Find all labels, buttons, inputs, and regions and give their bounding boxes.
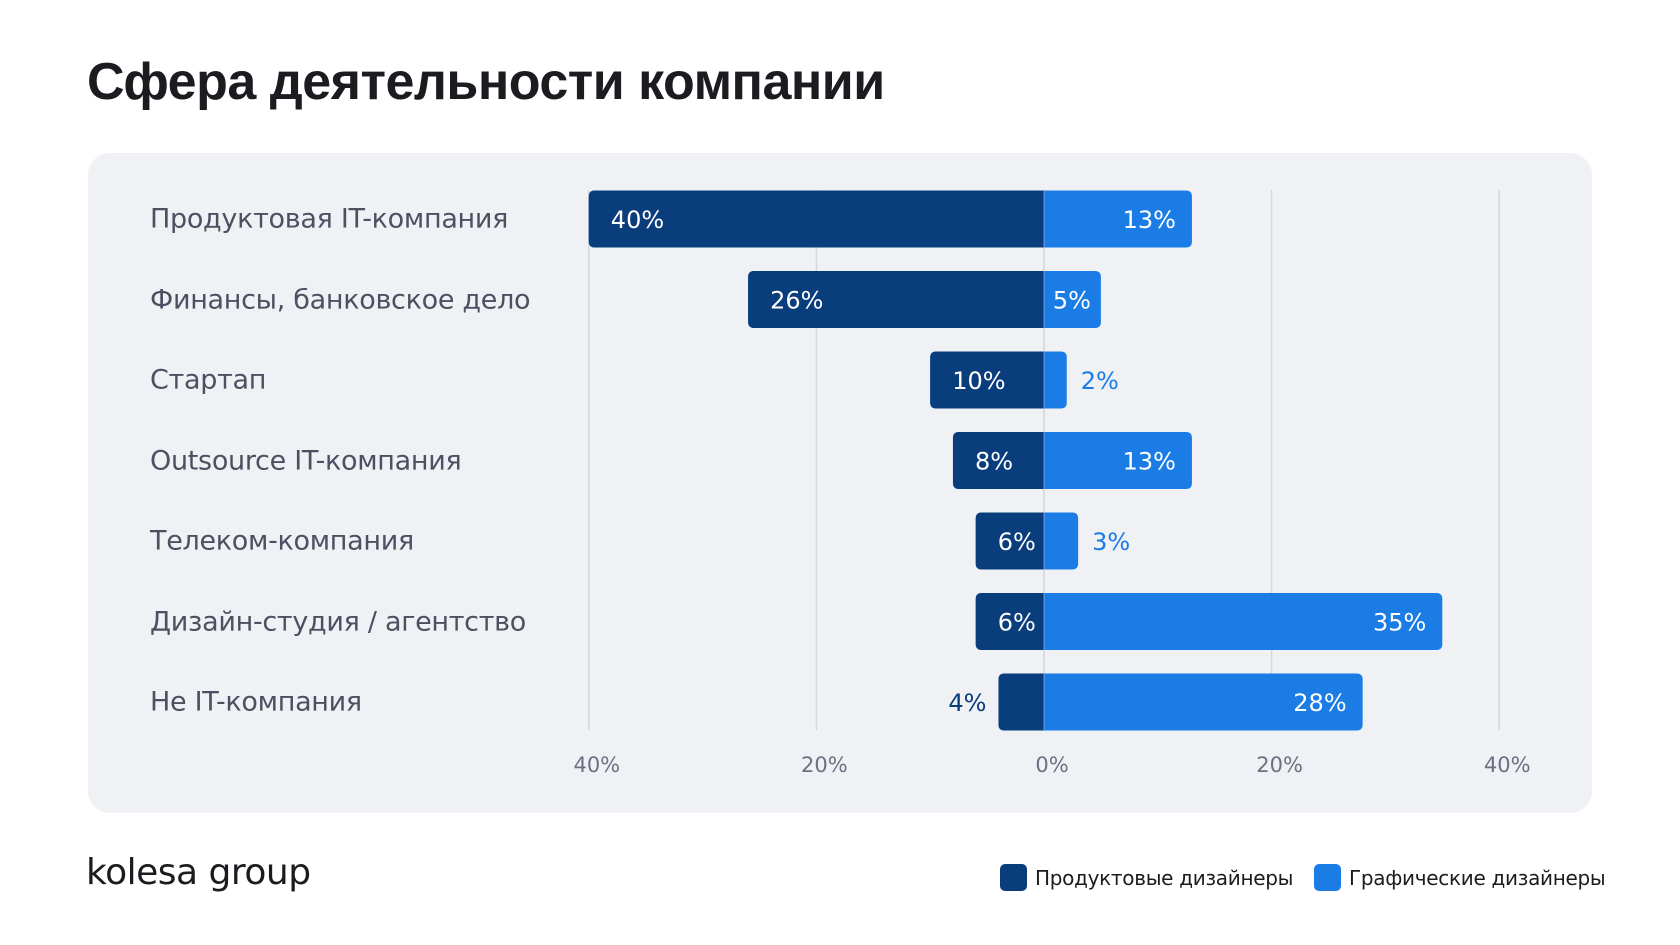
- legend-label-graphic: Графические дизайнеры: [1349, 865, 1606, 890]
- kolesa-group-logo: kolesa group: [86, 852, 311, 893]
- x-tick-label: 40%: [1484, 753, 1531, 777]
- legend-item-product: Продуктовые дизайнеры: [1000, 864, 1293, 891]
- legend-label-product: Продуктовые дизайнеры: [1035, 865, 1294, 890]
- category-label: Стартап: [150, 364, 267, 396]
- bar-label-product: 8%: [975, 448, 1013, 476]
- category-label: Телеком-компания: [150, 525, 414, 557]
- x-tick-label: 20%: [1256, 753, 1303, 777]
- bar-label-product: 10%: [952, 367, 1005, 395]
- bar-label-product: 6%: [998, 528, 1036, 556]
- x-tick-label: 40%: [573, 753, 620, 777]
- bar-labels: 40% 13% 26% 5% 10% 2% 8% 13% 6% 3% 6% 35% 4% 28%: [611, 190, 1426, 730]
- bars: [588, 190, 1443, 731]
- x-axis-ticks: 40% 20% 0% 20% 40%: [573, 753, 1530, 777]
- bar-product: [930, 351, 1044, 409]
- category-label: Не IT-компания: [150, 686, 362, 718]
- bar-label-graphic: 2%: [1081, 367, 1119, 395]
- legend-swatch-product: [1000, 864, 1027, 891]
- bar-graphic: [975, 593, 1443, 650]
- bar-label-graphic: 35%: [1373, 609, 1426, 637]
- category-label: Продуктовая IT-компания: [150, 203, 509, 235]
- bar-label-product: 6%: [998, 609, 1036, 637]
- bar-product: [588, 190, 1044, 248]
- bar-product: [998, 673, 1044, 731]
- bar-label-product: 4%: [948, 689, 986, 717]
- bar-label-graphic: 13%: [1123, 448, 1176, 476]
- x-tick-label: 20%: [801, 753, 848, 777]
- bar-label-graphic: 13%: [1123, 206, 1176, 234]
- legend-swatch-graphic: [1314, 864, 1341, 891]
- category-label: Финансы, банковское дело: [150, 284, 531, 315]
- category-label: Дизайн-студия / агентство: [150, 606, 526, 637]
- x-tick-label: 0%: [1035, 753, 1068, 777]
- bar-label-graphic: 5%: [1053, 287, 1091, 315]
- bar-label-product: 26%: [770, 287, 823, 315]
- page-title: Сфера деятельности компании: [87, 53, 885, 111]
- legend-item-graphic: Графические дизайнеры: [1314, 864, 1606, 891]
- bar-product: [975, 593, 1044, 650]
- bar-label-graphic: 3%: [1092, 528, 1130, 556]
- category-label: Outsource IT-компания: [150, 445, 462, 476]
- bar-label-graphic: 28%: [1293, 689, 1346, 717]
- bar-product: [952, 432, 1044, 489]
- bar-graphic: [998, 673, 1363, 731]
- bar-label-product: 40%: [611, 206, 664, 234]
- bar-product: [975, 512, 1044, 570]
- bar-product: [748, 271, 1044, 328]
